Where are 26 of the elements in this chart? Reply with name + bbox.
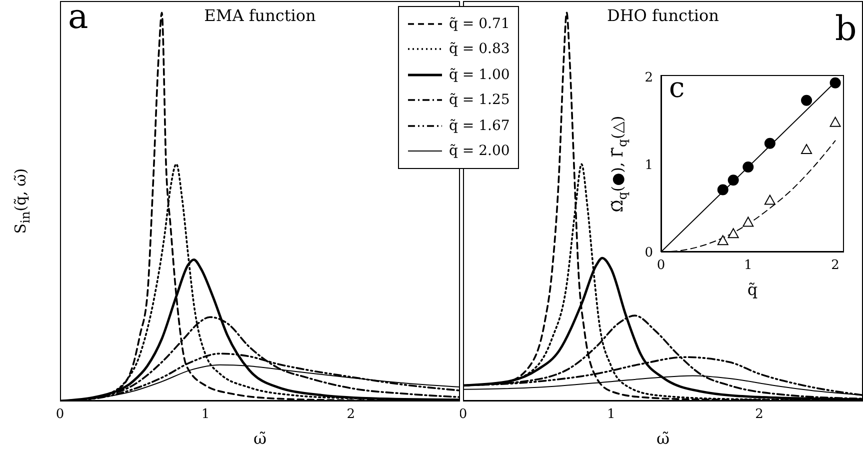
x-axis-title: ω̃ (656, 429, 670, 448)
x-tick-label: 1 (607, 407, 616, 422)
y-tick-label: 1 (644, 158, 653, 173)
chart-title: DHO function (607, 6, 719, 25)
x-tick-label: 1 (201, 407, 210, 422)
x-tick-label: 0 (56, 407, 64, 422)
annotation: a (68, 0, 88, 37)
legend-label: q̃ = 0.71 (449, 16, 510, 32)
annotation: b (835, 9, 857, 49)
y-tick-label: 0 (644, 246, 653, 261)
legend-label: q̃ = 1.25 (449, 92, 510, 108)
x-tick-label: 2 (346, 407, 356, 422)
x-axis-title: q̃ (747, 280, 758, 299)
x-tick-label: 2 (831, 258, 840, 274)
x-tick-label: 0 (458, 407, 468, 422)
x-tick-label: 2 (755, 407, 764, 422)
chart-title: EMA function (204, 6, 316, 25)
x-tick-label: 0 (656, 258, 666, 274)
legend-label: q̃ = 2.00 (449, 143, 510, 160)
legend-label: q̃ = 0.83 (449, 41, 510, 58)
y-tick-label: 2 (644, 70, 653, 86)
legend-label: q̃ = 1.00 (449, 66, 510, 83)
legend-label: q̃ = 1.67 (449, 118, 510, 134)
annotation: c (669, 71, 685, 104)
x-axis-title: ω̃ (253, 429, 267, 448)
x-tick-label: 1 (744, 258, 752, 274)
